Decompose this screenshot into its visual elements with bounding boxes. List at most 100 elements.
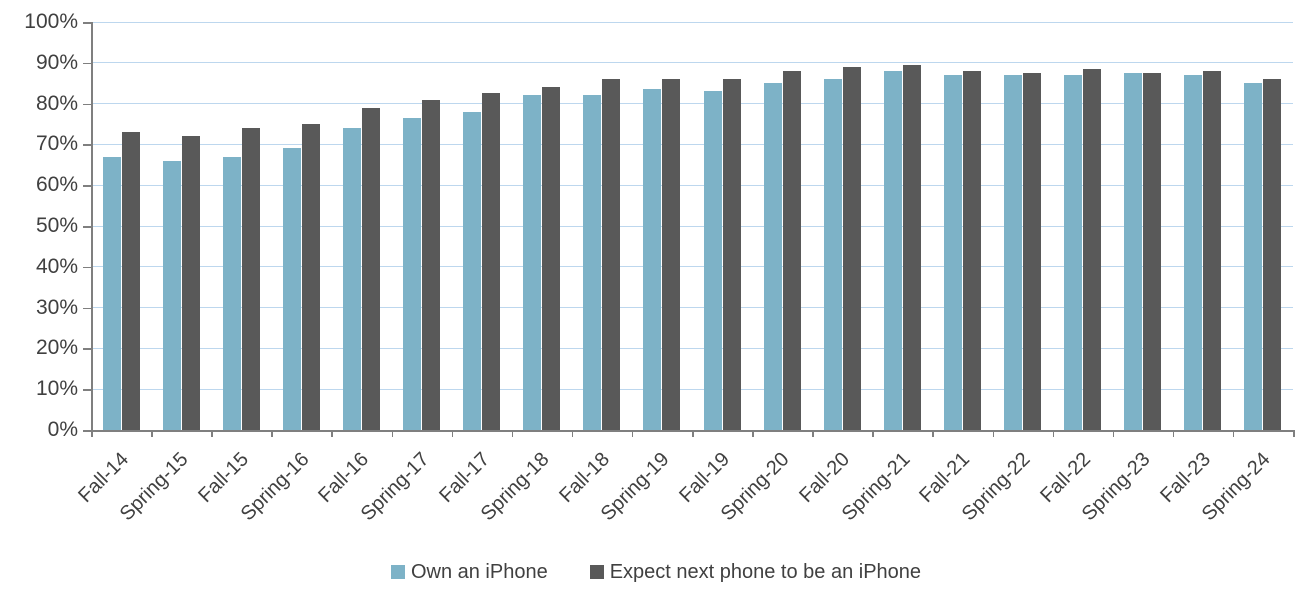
y-axis-tick — [83, 144, 91, 146]
bar-expect-spring-21 — [902, 64, 921, 430]
gridline — [91, 225, 1293, 227]
y-axis-label: 90% — [35, 50, 78, 74]
bar-expect-spring-17 — [422, 99, 441, 430]
x-axis-tick — [992, 430, 994, 437]
bar-expect-fall-21 — [962, 70, 981, 430]
x-axis-tick — [391, 430, 393, 437]
y-axis-label: 60% — [35, 173, 78, 197]
legend-swatch-expect-next-iphone — [589, 565, 604, 579]
x-axis-tick — [271, 430, 273, 437]
bar-own-fall-17 — [463, 111, 482, 430]
gridline — [91, 266, 1293, 268]
bar-own-spring-21 — [883, 70, 902, 430]
y-axis-label: 0% — [47, 418, 78, 441]
bar-own-fall-23 — [1184, 75, 1203, 430]
y-axis-tick — [83, 103, 91, 106]
bar-expect-fall-14 — [121, 132, 140, 430]
bar-expect-fall-23 — [1203, 70, 1222, 430]
y-axis-label: 30% — [35, 295, 78, 319]
bar-own-spring-18 — [523, 95, 542, 430]
bar-expect-fall-16 — [361, 107, 380, 430]
y-axis-tick — [83, 226, 91, 228]
bar-own-spring-16 — [282, 148, 301, 430]
y-axis-label: 80% — [35, 91, 78, 115]
bar-expect-spring-16 — [301, 124, 320, 430]
x-axis-label: Fall-22 — [1035, 448, 1095, 508]
bar-own-fall-19 — [703, 91, 722, 430]
y-axis-tick — [83, 389, 91, 391]
legend-label-expect-next-iphone: Expect next phone to be an iPhone — [609, 561, 922, 583]
y-axis-label: 50% — [35, 214, 78, 237]
y-axis-label: 100% — [24, 10, 78, 33]
x-axis-label: Fall-15 — [194, 448, 254, 508]
y-axis-tick — [83, 62, 91, 65]
x-axis-label: Fall-18 — [554, 448, 614, 508]
x-axis-tick — [1293, 430, 1295, 437]
x-axis-tick — [692, 430, 694, 437]
legend: Own an iPhone Expect next phone to be an… — [0, 560, 1312, 584]
x-axis-tick — [91, 430, 93, 437]
bar-expect-spring-24 — [1263, 79, 1282, 430]
bar-own-spring-17 — [403, 117, 422, 430]
x-axis-tick — [1172, 430, 1175, 437]
bar-own-spring-15 — [162, 160, 181, 430]
gridline — [91, 184, 1293, 186]
bar-own-fall-22 — [1064, 75, 1083, 430]
bar-own-spring-23 — [1124, 73, 1143, 430]
y-axis-tick — [83, 307, 91, 310]
legend-label-own-iphone: Own an iPhone — [410, 561, 548, 583]
bar-expect-spring-23 — [1143, 73, 1162, 430]
x-axis-tick — [211, 430, 213, 437]
gridline — [91, 143, 1293, 145]
bar-own-spring-24 — [1244, 83, 1263, 430]
bar-own-fall-16 — [342, 128, 361, 430]
gridline — [91, 62, 1293, 64]
x-axis-tick — [872, 430, 874, 437]
bar-own-spring-20 — [763, 83, 782, 430]
x-axis-tick — [151, 430, 153, 437]
gridline — [91, 307, 1293, 309]
y-axis-tick — [83, 430, 91, 432]
bar-own-fall-14 — [102, 156, 121, 430]
y-axis-tick — [83, 266, 91, 269]
legend-item-own-iphone: Own an iPhone — [390, 560, 548, 584]
y-axis-label: 70% — [35, 132, 78, 156]
y-axis-label: 20% — [35, 336, 78, 360]
bar-own-fall-15 — [222, 156, 241, 430]
bar-expect-spring-20 — [782, 70, 801, 430]
x-axis-tick — [812, 430, 814, 437]
x-axis-tick — [1052, 430, 1055, 437]
y-axis-line — [91, 22, 93, 430]
y-axis-tick — [83, 22, 91, 24]
legend-item-expect-next-iphone: Expect next phone to be an iPhone — [589, 560, 922, 584]
bar-expect-fall-22 — [1083, 68, 1102, 430]
x-axis-label: Fall-19 — [675, 448, 734, 508]
bar-own-fall-21 — [943, 75, 962, 430]
bar-expect-spring-18 — [542, 87, 561, 430]
y-axis-tick — [83, 185, 91, 187]
gridline — [91, 21, 1293, 23]
bar-own-fall-18 — [583, 95, 602, 430]
bar-own-fall-20 — [823, 79, 842, 430]
x-axis-label: Fall-23 — [1155, 448, 1215, 508]
legend-swatch-own-iphone — [390, 565, 405, 579]
y-axis-label: 40% — [35, 254, 78, 278]
x-axis-label: Fall-16 — [314, 448, 374, 508]
x-axis-tick — [571, 430, 574, 437]
bar-expect-spring-19 — [662, 79, 681, 430]
bar-expect-fall-18 — [602, 79, 621, 430]
y-axis-tick — [83, 348, 91, 350]
x-axis-line — [91, 430, 1295, 432]
bar-expect-fall-20 — [842, 66, 861, 430]
x-axis-tick — [331, 430, 333, 437]
bar-expect-spring-22 — [1023, 73, 1042, 430]
x-axis-tick — [1112, 430, 1115, 437]
bar-expect-fall-17 — [482, 93, 501, 430]
bar-own-spring-22 — [1004, 75, 1023, 430]
x-axis-tick — [511, 430, 514, 437]
bar-expect-fall-19 — [722, 79, 741, 430]
gridline — [91, 347, 1293, 349]
x-axis-label: Fall-17 — [434, 448, 494, 508]
